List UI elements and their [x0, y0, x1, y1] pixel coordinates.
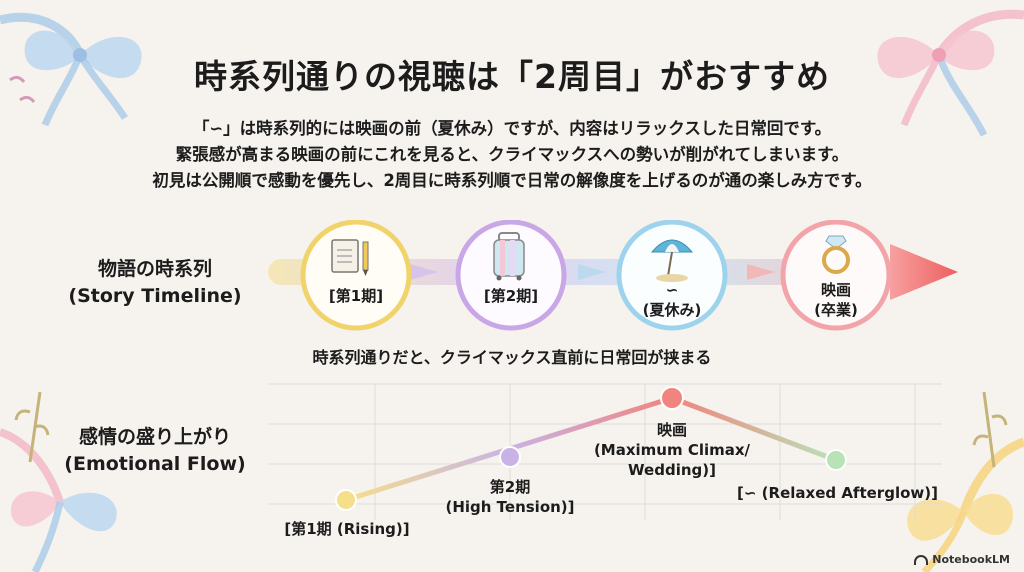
- emotion-point-2: [499, 446, 521, 468]
- timeline-caption: 時系列通りだと、クライマックス直前に日常回が挟まる: [312, 348, 712, 367]
- step-label-4-line1: 映画: [820, 281, 851, 299]
- step-circle-4: [780, 220, 892, 331]
- emotional-flow-graph: [268, 383, 942, 520]
- emotion-label-3-line3: Wedding)]: [628, 461, 716, 479]
- emotion-label-1: [第1期 (Rising)]: [284, 520, 410, 538]
- step-label-1: [第1期]: [328, 287, 384, 305]
- emotion-point-1: [335, 489, 357, 511]
- story-timeline-label: 物語の時系列 (Story Timeline): [60, 256, 250, 310]
- ribbon-decoration-top-left: [0, 12, 142, 127]
- emotion-label-3-line2: (Maximum Climax/: [593, 441, 751, 459]
- emotion-label-2-line2: (High Tension)]: [445, 498, 575, 516]
- story-timeline-diagram: [268, 220, 958, 331]
- emotion-line-fall: [669, 395, 839, 463]
- emotion-label-3-line1: 映画: [656, 421, 687, 439]
- step-arrow: [747, 264, 775, 280]
- emotion-point-4: [825, 449, 847, 471]
- intro-line-3: 初見は公開順で感動を優先し、2周目に時系列順で日常の解像度を上げるのが通の楽しみ…: [152, 171, 872, 190]
- intro-line-1: 「∽」は時系列的には映画の前（夏休み）ですが、内容はリラックスした日常回です。: [192, 119, 832, 138]
- page-title: 時系列通りの視聴は「2周目」がおすすめ: [194, 57, 830, 96]
- step-label-3: ∽ (夏休み): [616, 280, 728, 320]
- step-label-3-line2: (夏休み): [642, 301, 702, 319]
- step-label-4: 映画 (卒業): [780, 280, 892, 320]
- ring-icon: [822, 235, 850, 274]
- step-arrow: [410, 264, 438, 280]
- suitcase-icon: [493, 232, 525, 281]
- step-circle-1: [300, 220, 412, 331]
- ribbon-decoration-bottom-right: [907, 391, 1024, 572]
- notebook-pencil-icon: [331, 239, 369, 276]
- emotion-label-4: [∽ (Relaxed Afterglow)]: [737, 484, 938, 502]
- notebooklm-logo-icon: [914, 554, 929, 565]
- step-label-2: [第2期]: [483, 287, 539, 305]
- emotional-flow-label: 感情の盛り上がり (Emotional Flow): [60, 424, 250, 478]
- emotion-label-3: 映画 (Maximum Climax/ Wedding)]: [592, 420, 752, 480]
- intro-line-2: 緊張感が高まる映画の前にこれを見ると、クライマックスへの勢いが削がれてしまいます…: [175, 145, 849, 164]
- step-label-4-line2: (卒業): [814, 301, 858, 319]
- emotion-label-2-line1: 第2期: [489, 478, 531, 496]
- emotion-point-3: [660, 386, 684, 410]
- ribbon-decoration-bottom-left: [0, 391, 117, 572]
- step-arrow: [578, 264, 606, 280]
- emotional-flow-label-en: (Emotional Flow): [64, 453, 246, 475]
- beach-umbrella-icon: [650, 239, 694, 282]
- step-label-3-line1: ∽: [665, 281, 679, 299]
- timeline-arrow-head: [890, 244, 958, 300]
- intro-text: 「∽」は時系列的には映画の前（夏休み）ですが、内容はリラックスした日常回です。 …: [0, 116, 1024, 194]
- story-timeline-label-en: (Story Timeline): [68, 285, 242, 307]
- emotion-label-2: 第2期 (High Tension)]: [440, 477, 580, 517]
- story-timeline-label-jp: 物語の時系列: [97, 258, 212, 280]
- emotional-flow-label-jp: 感情の盛り上がり: [78, 426, 231, 448]
- brand-name: NotebookLM: [932, 553, 1010, 566]
- ribbon-decoration-top-right: [877, 9, 1024, 137]
- brand-watermark: NotebookLM: [914, 553, 1010, 566]
